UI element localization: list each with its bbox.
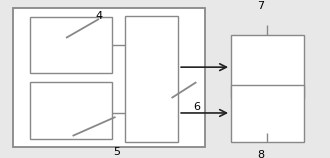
Bar [125, 16, 178, 142]
Bar [30, 17, 112, 73]
Text: 8: 8 [257, 150, 264, 158]
Bar [231, 85, 304, 142]
Bar [231, 35, 304, 98]
Text: 6: 6 [193, 102, 200, 112]
Text: 5: 5 [114, 147, 121, 157]
Text: 7: 7 [257, 1, 264, 11]
Bar [13, 8, 205, 147]
Bar [30, 82, 112, 139]
Text: 4: 4 [95, 11, 103, 21]
